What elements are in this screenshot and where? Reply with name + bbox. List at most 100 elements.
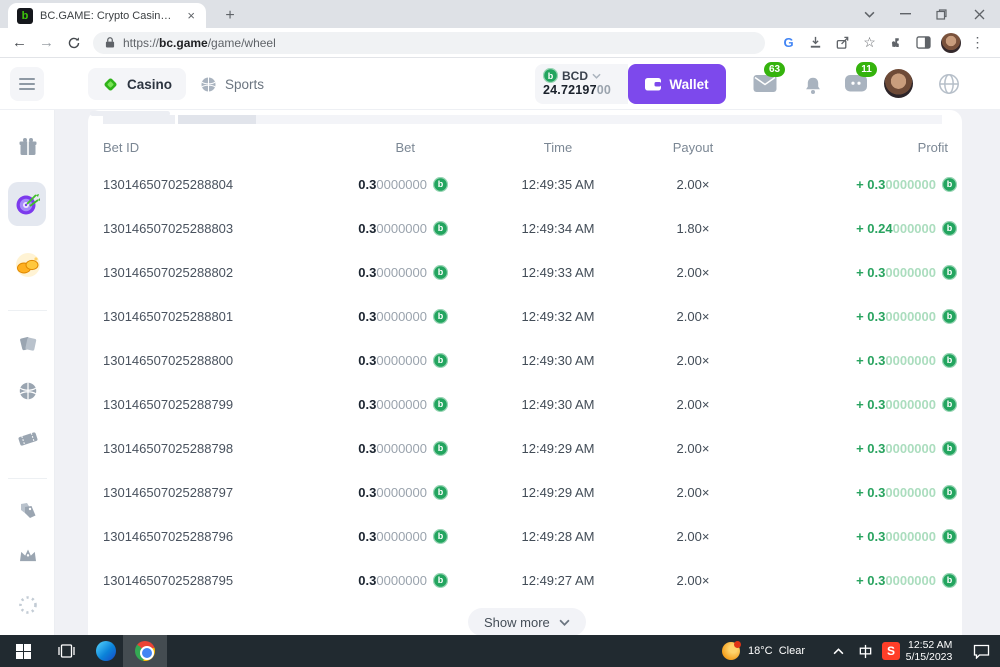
task-view-icon [57,644,75,658]
sidebar-item-bonus[interactable] [0,137,55,157]
sidebar-item-ring[interactable] [0,594,55,616]
window-maximize-button[interactable] [923,0,959,28]
coin-icon: b [433,176,448,192]
nav-sports-button[interactable]: Sports [186,68,278,100]
bet-id-cell: 130146507025288800 [103,352,234,368]
clock-time: 12:52 AM [907,639,953,651]
window-close-button[interactable] [959,0,1000,28]
table-row[interactable]: 130146507025288798 0.30000000 b 12:49:29… [88,426,962,470]
payout-cell: 2.00× [676,352,710,368]
window-minimize-button[interactable] [887,0,923,28]
sidebar-item-wheel-active[interactable] [8,182,46,226]
bet-cell: 0.30000000 b [343,220,448,236]
sports-ball-icon [201,77,216,91]
edge-taskbar-button[interactable] [86,635,126,667]
coin-icon: b [433,440,448,456]
table-row[interactable]: 130146507025288799 0.30000000 b 12:49:30… [88,382,962,426]
coin-icon: b [942,484,957,500]
browser-profile-avatar[interactable] [937,30,964,56]
taskbar-clock[interactable]: 12:52 AM 5/15/2023 [898,635,960,667]
chrome-icon [135,641,155,661]
browser-tabstrip: b BC.GAME: Crypto Casino Games × + [0,0,1000,28]
back-icon[interactable]: ← [12,34,27,51]
sogou-ime-button[interactable]: S [878,635,904,667]
table-row[interactable]: 130146507025288803 0.30000000 b 12:49:34… [88,206,962,250]
coin-icon: b [433,528,448,544]
sidebar-item-promotions[interactable] [0,501,55,521]
main-content: Bet ID Bet Time Payout Profit 1301465070… [55,110,1000,636]
reload-icon[interactable] [60,30,87,56]
coin-icon: b [433,396,448,412]
table-row[interactable]: 130146507025288796 0.30000000 b 12:49:28… [88,514,962,558]
task-view-button[interactable] [46,635,86,667]
notifications-button[interactable] [803,75,823,101]
tab-remnant-active [178,115,256,124]
language-globe-button[interactable] [938,73,960,100]
bet-cell: 0.30000000 b [343,308,448,324]
show-more-button[interactable]: Show more [468,608,586,636]
mail-icon [753,75,777,92]
download-icon[interactable] [802,30,829,56]
sidebar-item-casino[interactable] [0,333,55,353]
bet-cell: 0.30000000 b [343,176,448,192]
forward-icon[interactable]: → [39,34,54,51]
tab-search-icon[interactable] [851,0,887,28]
sidebar-toggle-button[interactable] [10,67,44,101]
user-avatar[interactable] [884,69,913,98]
wallet-button[interactable]: Wallet [628,64,726,104]
bet-amount: 0.30000000 [358,176,427,192]
extensions-icon[interactable] [883,30,910,56]
profit-amount: + 0.24000000 [856,220,936,236]
browser-tab[interactable]: b BC.GAME: Crypto Casino Games × [8,3,206,28]
clock-date: 5/15/2023 [905,651,953,663]
ime-language-button[interactable] [853,635,877,667]
time-cell: 12:49:28 AM [521,528,595,544]
show-hidden-icons-button[interactable] [826,635,850,667]
tab-close-icon[interactable]: × [187,8,195,23]
address-bar[interactable]: https://bc.game/game/wheel [93,31,765,54]
weather-button[interactable] [716,635,746,667]
table-row[interactable]: 130146507025288800 0.30000000 b 12:49:30… [88,338,962,382]
ticket-icon [18,432,37,446]
new-tab-button[interactable]: + [225,7,235,24]
bet-amount: 0.30000000 [358,396,427,412]
nav-casino-button[interactable]: Casino [88,68,187,100]
coin-icon: b [433,572,448,588]
coin-icon: b [433,264,448,280]
start-button[interactable] [0,635,46,667]
bet-id-cell: 130146507025288798 [103,440,234,456]
table-row[interactable]: 130146507025288801 0.30000000 b 12:49:32… [88,294,962,338]
time-cell: 12:49:27 AM [521,572,595,588]
bet-amount: 0.30000000 [358,528,427,544]
tab-remnant-track [256,115,942,124]
google-account-icon[interactable]: G [783,35,794,50]
table-row[interactable]: 130146507025288797 0.30000000 b 12:49:29… [88,470,962,514]
bet-amount: 0.30000000 [358,308,427,324]
weather-text[interactable]: 18°C Clear [748,645,805,657]
profit-amount: + 0.30000000 [856,308,936,324]
bet-cell: 0.30000000 b [343,484,448,500]
sidebar-item-lottery[interactable] [0,429,55,449]
table-row[interactable]: 130146507025288804 0.30000000 b 12:49:35… [88,162,962,206]
bet-id-cell: 130146507025288796 [103,528,234,544]
share-icon[interactable] [829,30,856,56]
sports-label: Sports [225,76,265,92]
time-cell: 12:49:30 AM [521,396,595,412]
col-bet-id: Bet ID [103,139,140,155]
bookmark-star-icon[interactable]: ☆ [863,34,876,50]
bet-amount: 0.30000000 [358,484,427,500]
table-row[interactable]: 130146507025288795 0.30000000 b 12:49:27… [88,558,962,602]
action-center-button[interactable] [962,635,1000,667]
table-row[interactable]: 130146507025288802 0.30000000 b 12:49:33… [88,250,962,294]
mail-button[interactable]: 63 [753,62,785,97]
sidebar-item-vip[interactable] [0,547,55,563]
chrome-taskbar-button-active[interactable] [123,635,167,667]
casino-label: Casino [127,76,173,92]
currency-selector[interactable]: b BCD 24.7219700 [535,64,628,104]
side-panel-icon[interactable] [910,30,937,56]
sidebar-item-sports[interactable] [0,381,55,401]
sidebar-item-rewards[interactable] [0,250,55,280]
chat-button[interactable]: 11 [845,62,877,98]
browser-menu-icon[interactable]: ⋮ [970,34,985,50]
profit-cell: + 0.30000000 b [727,264,957,280]
